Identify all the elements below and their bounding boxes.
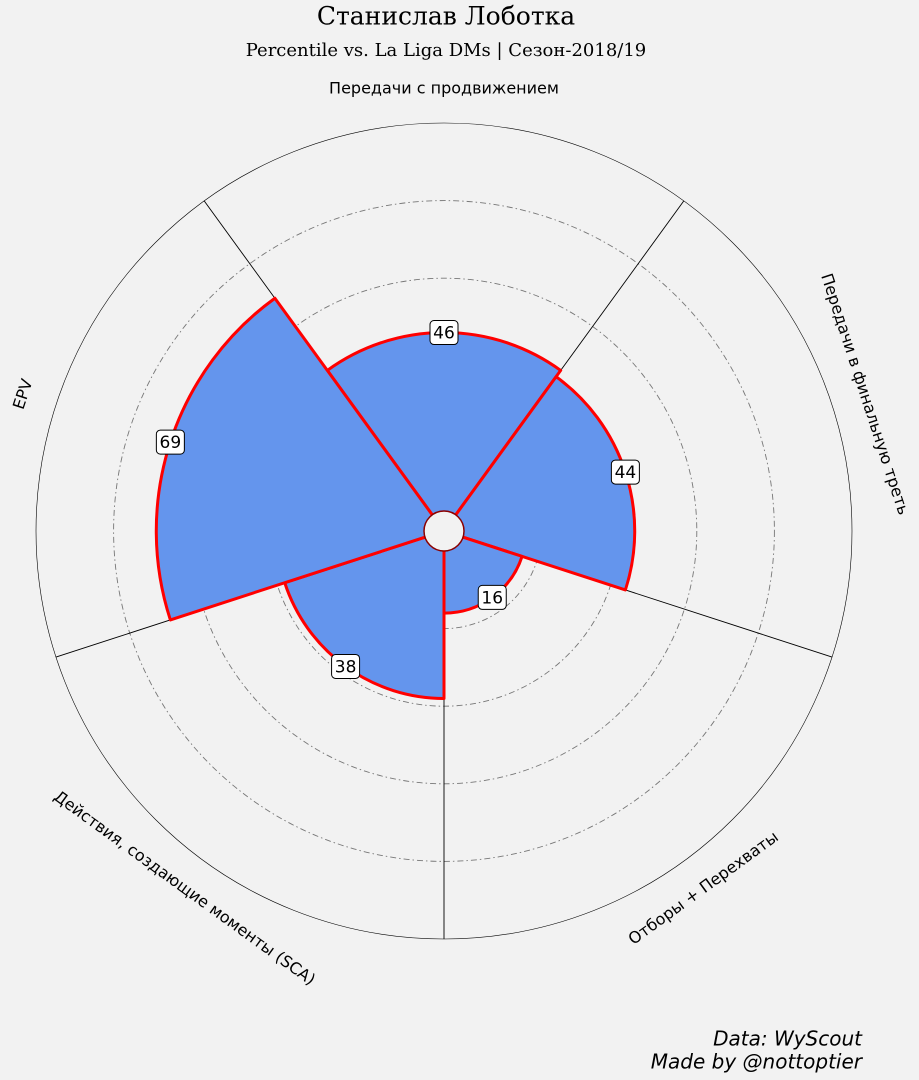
value-label-box: 16 bbox=[477, 584, 507, 610]
value-box bbox=[477, 584, 507, 610]
value-label: 44 bbox=[615, 463, 637, 483]
credit: Data: WyScout bbox=[713, 1027, 863, 1051]
category-label: Передачи в финальную треть bbox=[817, 271, 913, 517]
category-label: EPV bbox=[9, 377, 37, 412]
chart-title: Станислав Лоботка bbox=[317, 2, 575, 31]
value-box bbox=[429, 320, 459, 346]
value-label-box: 46 bbox=[429, 320, 459, 346]
value-box bbox=[155, 429, 185, 455]
center-hole bbox=[423, 510, 465, 552]
value-label-box: 38 bbox=[331, 653, 361, 679]
value-label: 16 bbox=[481, 588, 503, 608]
chart-subtitle: Percentile vs. La Liga DMs | Сезон-2018/… bbox=[246, 40, 647, 61]
value-label-box: 69 bbox=[155, 429, 185, 455]
value-box bbox=[331, 653, 361, 679]
category-label: Передачи с продвижением bbox=[329, 79, 559, 98]
credit: Made by @nottoptier bbox=[651, 1050, 864, 1074]
value-label: 38 bbox=[335, 657, 357, 677]
category-label: Отборы + Перехваты bbox=[625, 827, 782, 948]
value-label: 69 bbox=[160, 433, 182, 453]
value-label-box: 44 bbox=[610, 459, 640, 485]
value-label: 46 bbox=[433, 324, 455, 344]
value-box bbox=[610, 459, 640, 485]
